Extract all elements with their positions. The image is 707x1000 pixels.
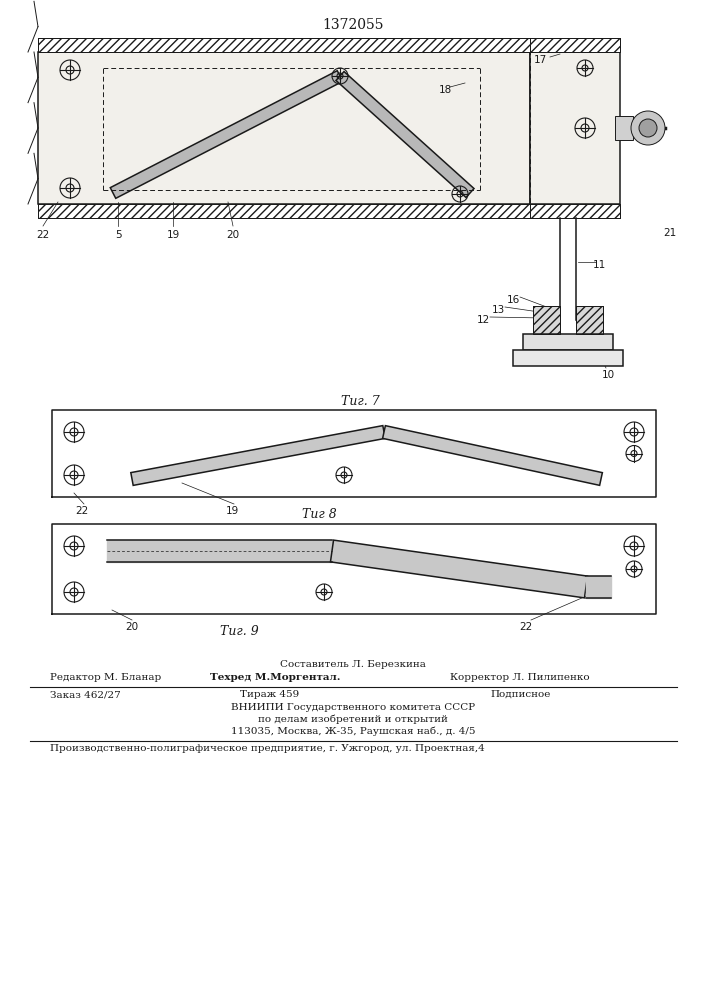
Text: по делам изобретений и открытий: по делам изобретений и открытий — [258, 715, 448, 724]
Polygon shape — [382, 426, 602, 485]
Text: Τиг 8: Τиг 8 — [302, 508, 337, 521]
Text: Корректор Л. Пилипенко: Корректор Л. Пилипенко — [450, 673, 590, 682]
Text: ВНИИПИ Государственного комитета СССР: ВНИИПИ Государственного комитета СССР — [231, 703, 475, 712]
Text: 10: 10 — [602, 370, 614, 380]
Polygon shape — [586, 576, 611, 598]
Text: 5: 5 — [115, 230, 122, 240]
Text: Подписное: Подписное — [490, 690, 550, 699]
Bar — [38, 204, 530, 218]
Text: 1372055: 1372055 — [322, 18, 384, 32]
Circle shape — [639, 119, 657, 137]
Bar — [38, 204, 530, 218]
Text: 19: 19 — [226, 506, 239, 516]
Bar — [38, 52, 530, 204]
Text: 16: 16 — [506, 295, 520, 305]
Text: 22: 22 — [520, 622, 532, 632]
Text: 13: 13 — [491, 305, 505, 315]
Text: Τиг. 7: Τиг. 7 — [341, 395, 380, 408]
Text: 12: 12 — [477, 315, 490, 325]
Text: 22: 22 — [76, 506, 88, 516]
Bar — [530, 38, 620, 52]
Bar — [533, 306, 560, 334]
Bar — [530, 38, 620, 52]
Text: 21: 21 — [663, 228, 677, 238]
Text: Техред М.Моргентал.: Техред М.Моргентал. — [210, 673, 341, 682]
Bar — [530, 204, 620, 218]
Text: Составитель Л. Березкина: Составитель Л. Березкина — [280, 660, 426, 669]
Bar — [530, 204, 620, 218]
Polygon shape — [330, 540, 588, 598]
Circle shape — [631, 111, 665, 145]
Bar — [38, 38, 530, 52]
Bar — [533, 306, 560, 334]
Bar — [38, 38, 530, 52]
Text: Τиг. 9: Τиг. 9 — [220, 625, 259, 638]
Polygon shape — [107, 540, 332, 562]
Text: 22: 22 — [36, 230, 49, 240]
Text: 113035, Москва, Ж-35, Раушская наб., д. 4/5: 113035, Москва, Ж-35, Раушская наб., д. … — [230, 727, 475, 736]
Text: 19: 19 — [166, 230, 180, 240]
Text: Тираж 459: Тираж 459 — [240, 690, 299, 699]
Bar — [615, 116, 633, 140]
Text: Производственно-полиграфическое предприятие, г. Ужгород, ул. Проектная,4: Производственно-полиграфическое предприя… — [50, 744, 485, 753]
Text: 11: 11 — [593, 260, 606, 270]
Bar — [576, 306, 603, 334]
Bar — [576, 306, 603, 334]
Text: 20: 20 — [226, 230, 240, 240]
Polygon shape — [110, 71, 343, 198]
Polygon shape — [131, 426, 385, 485]
Bar — [513, 350, 623, 366]
Text: 20: 20 — [125, 622, 139, 632]
Text: Редактор М. Бланар: Редактор М. Бланар — [50, 673, 161, 682]
Bar — [530, 52, 620, 204]
Text: Заказ 462/27: Заказ 462/27 — [50, 690, 121, 699]
Polygon shape — [336, 72, 474, 197]
Bar — [523, 334, 613, 350]
Text: 18: 18 — [438, 85, 452, 95]
Text: 17: 17 — [533, 55, 547, 65]
